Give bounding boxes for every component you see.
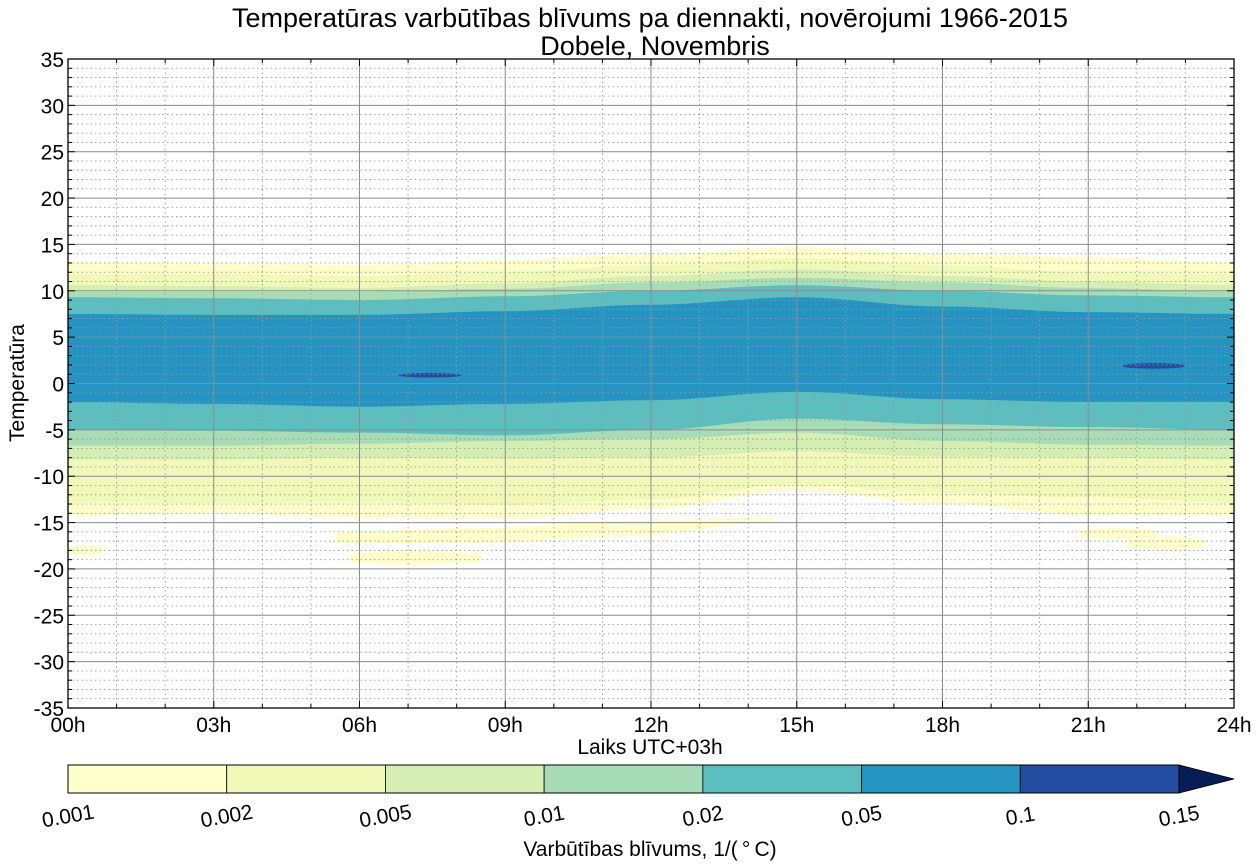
colorbar-frame [67,764,1180,794]
colorbar-extend-arrow [1178,764,1235,794]
colorbar-tick-label: 0.005 [358,801,414,833]
y-tick-label: 0 [52,374,64,397]
plot-area [67,58,1235,709]
x-tick-label: 00h [50,714,85,737]
colorbar-tick-label: 0.01 [522,802,566,832]
colorbar-segment-0.05 [861,764,1021,794]
colorbar-tick-label: 0.1 [1004,803,1037,831]
x-tick-label: 12h [633,714,668,737]
y-tick-label: 5 [52,327,64,350]
colorbar-segment-0.001 [67,764,228,794]
colorbar-segment-0.02 [702,764,862,794]
colorbar-tick-label: 0.02 [681,802,725,832]
y-tick-labels: 35 30 25 20 15 10 5 0 -5 -10 -15 -20 -25 -30 -35 [34,49,64,721]
chart-title-line2: Dobele, Novembris [540,31,770,61]
colorbar-tick-label: 0.001 [40,801,96,833]
x-tick-labels: 00h 03h 06h 09h 12h 15h 18h 21h 24h [50,714,1251,737]
colorbar [67,764,1235,794]
colorbar-tick-label: 0.002 [199,801,255,833]
y-tick-label: -25 [34,605,64,628]
y-tick-label: 15 [41,234,64,257]
y-tick-label: -10 [34,466,64,489]
y-tick-label: 35 [41,49,64,72]
x-tick-label: 18h [925,714,960,737]
colorbar-segment-0.005 [385,764,545,794]
y-tick-label: -20 [34,559,64,582]
contour-island-4 [68,545,102,555]
y-axis-label: Temperatūra [6,324,29,442]
colorbar-segment-0.1 [1019,764,1180,794]
y-tick-label: 30 [41,95,64,118]
x-tick-label: 24h [1216,714,1251,737]
x-axis-label: Laiks UTC+03h [577,736,722,759]
contour-island-2 [1078,528,1157,540]
chart-title-line1: Temperatūras varbūtības blīvums pa dienn… [232,3,1068,33]
colorbar-label: Varbūtības blīvums, 1/( ° C) [523,838,776,861]
x-tick-label: 09h [488,714,523,737]
colorbar-tick-labels: 0.001 0.002 0.005 0.01 0.02 0.05 0.1 0.15 [40,801,1201,833]
y-tick-label: 20 [41,188,64,211]
colorbar-tick-label: 0.05 [840,802,884,832]
y-tick-label: 25 [41,142,64,165]
x-tick-label: 06h [342,714,377,737]
y-tick-label: -30 [34,652,64,675]
colorbar-tick-label: 0.15 [1157,802,1201,832]
y-tick-label: -5 [45,420,64,443]
contour-island-0 [349,550,481,566]
contour-island-1 [335,517,773,543]
y-tick-label: -15 [34,513,64,536]
x-tick-label: 15h [779,714,814,737]
tick-marks [67,58,1235,709]
contour-spot-0 [398,372,462,378]
x-tick-label: 03h [196,714,231,737]
contour-spot-1 [1122,363,1186,369]
colorbar-segment-0.002 [226,764,386,794]
x-tick-label: 21h [1071,714,1106,737]
y-tick-label: -35 [34,698,64,721]
colorbar-segment-0.01 [543,764,704,794]
grid-lines [68,59,1234,708]
y-tick-label: 10 [41,281,64,304]
